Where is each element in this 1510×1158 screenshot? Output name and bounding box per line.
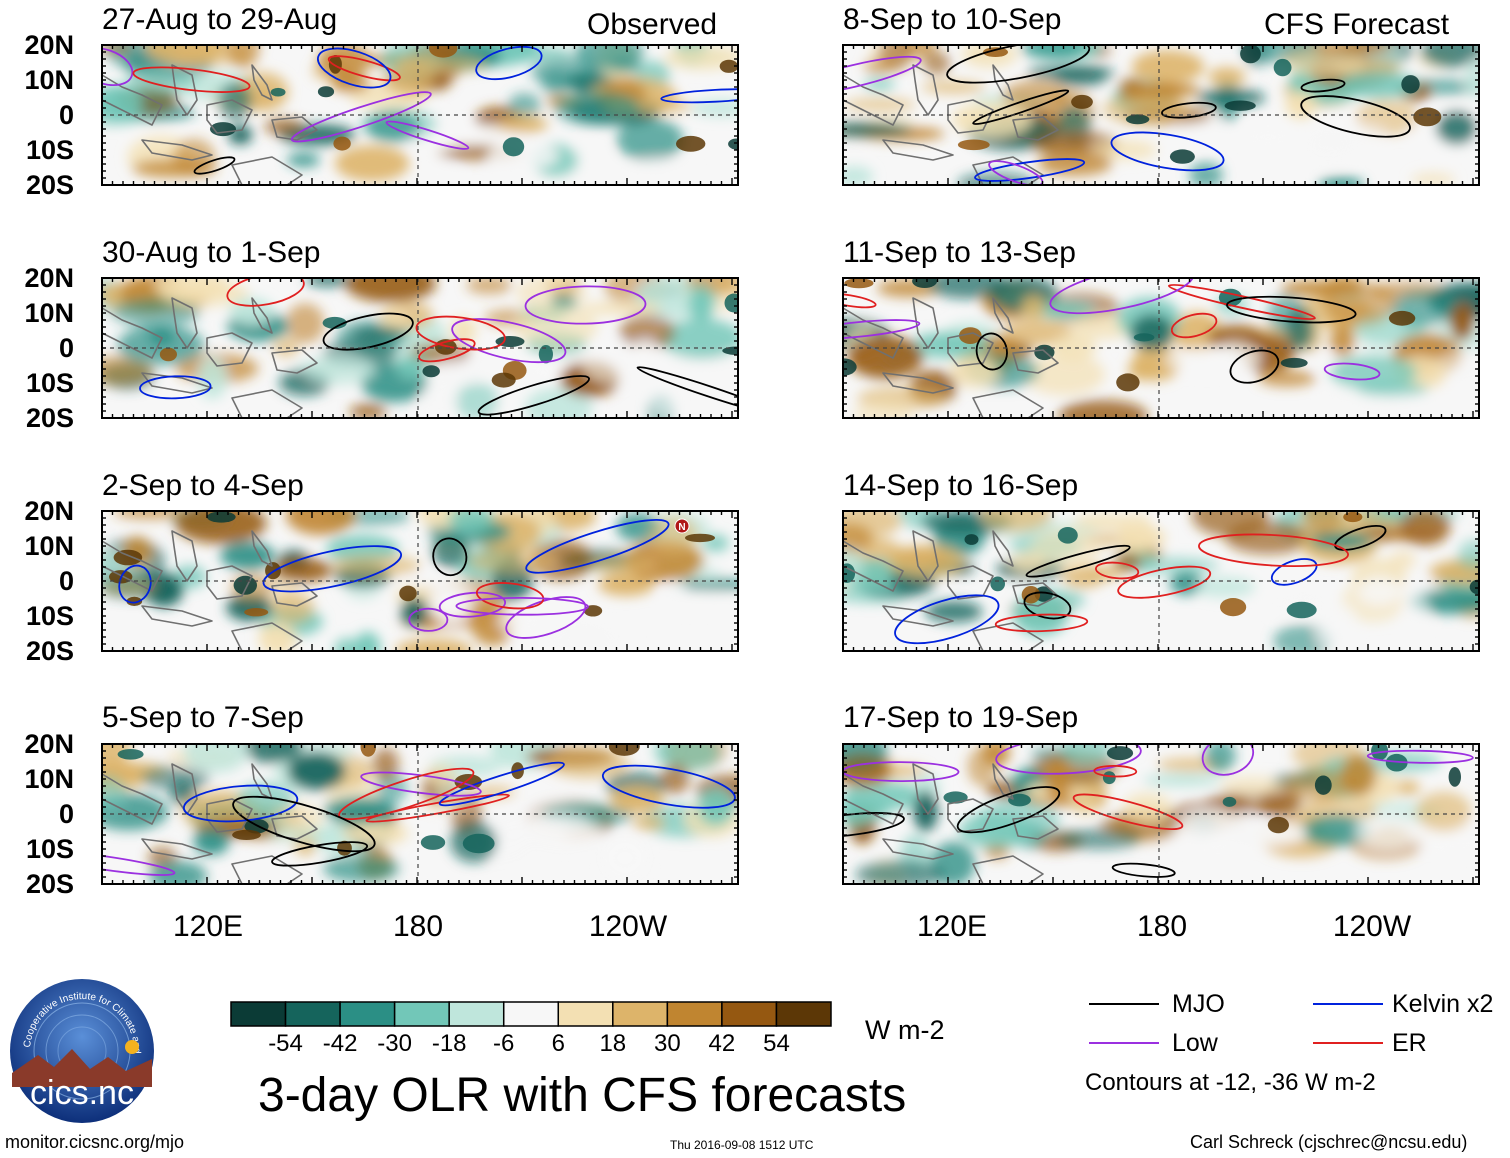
svg-text:N: N (678, 522, 685, 533)
lat-label: 0 (58, 799, 74, 829)
panel-title-p5: 8-Sep to 10-Sep (843, 3, 1062, 36)
panel-title-p8: 17-Sep to 19-Sep (843, 701, 1079, 734)
colorbar-segment (230, 1001, 287, 1027)
colorbar-tick-label: 30 (654, 1030, 681, 1057)
colorbar-tick-label: 18 (599, 1030, 627, 1057)
colorbar-segment (393, 1001, 450, 1027)
olr-map-p3: N (101, 510, 739, 652)
lat-label: 10N (24, 65, 74, 95)
cics-logo: Cooperative Institute for Climate and Sa… (8, 977, 154, 1123)
footer-timestamp: Thu 2016-09-08 1512 UTC (670, 1138, 814, 1152)
colorbar-tick-label: -18 (431, 1030, 467, 1057)
olr-map-p4 (101, 743, 739, 885)
lat-label: 10S (25, 834, 74, 864)
colorbar-segment (775, 1001, 832, 1027)
lon-label-120e-right: 120E (916, 910, 988, 943)
forecast-label: CFS Forecast (1264, 8, 1450, 41)
lon-label-120w-left: 120W (588, 910, 668, 943)
lat-label: 20N (24, 30, 74, 60)
lat-label: 20N (24, 496, 74, 526)
colorbar-segment (721, 1001, 778, 1027)
olr-map-p7 (842, 510, 1480, 652)
lat-label: 10S (25, 368, 74, 398)
colorbar-tick-label: 54 (763, 1030, 790, 1057)
olr-map-p1 (101, 44, 739, 186)
legend-label-kelvin: Kelvin x2 (1392, 990, 1494, 1018)
logo-text: cics.nc (30, 1074, 134, 1112)
storm-marker-icon: N (674, 518, 690, 534)
colorbar-tick-label: -30 (377, 1030, 412, 1057)
panel-title-p7: 14-Sep to 16-Sep (843, 469, 1079, 502)
lat-label: 0 (58, 333, 74, 363)
lat-label: 20S (25, 403, 74, 433)
observed-label: Observed (587, 8, 718, 41)
panel-title-p4: 5-Sep to 7-Sep (102, 701, 304, 734)
lat-label: 20S (25, 170, 74, 200)
olr-map-p8 (842, 743, 1480, 885)
lat-label: 10S (25, 135, 74, 165)
footer-author: Carl Schreck (cjschrec@ncsu.edu) (1190, 1132, 1468, 1152)
colorbar-unit: W m-2 (865, 1015, 945, 1045)
lat-label: 10N (24, 531, 74, 561)
contour-note: Contours at -12, -36 W m-2 (1085, 1069, 1376, 1096)
contour-legend (1089, 1003, 1383, 1044)
colorbar-segment (339, 1001, 396, 1027)
colorbar (230, 1001, 832, 1027)
main-title: 3-day OLR with CFS forecasts (258, 1069, 907, 1122)
lat-label: 0 (58, 100, 74, 130)
lat-label: 0 (58, 566, 74, 596)
colorbar-segment (284, 1001, 341, 1027)
panel-title-p1: 27-Aug to 29-Aug (102, 3, 338, 36)
lat-label: 10N (24, 764, 74, 794)
lon-label-120w-right: 120W (1332, 910, 1412, 943)
lon-label-120e-left: 120E (172, 910, 244, 943)
olr-map-p6 (842, 277, 1480, 419)
olr-map-p5 (842, 44, 1480, 186)
lat-label: 10S (25, 601, 74, 631)
olr-map-p2 (101, 277, 739, 419)
footer-url: monitor.cicsnc.org/mjo (5, 1132, 185, 1152)
colorbar-segment (557, 1001, 614, 1027)
legend-label-er: ER (1392, 1029, 1427, 1057)
lat-label: 20N (24, 263, 74, 293)
lon-label-180-left: 180 (392, 910, 444, 943)
colorbar-tick-label: 6 (551, 1030, 565, 1057)
colorbar-segment (448, 1001, 505, 1027)
panel-title-p2: 30-Aug to 1-Sep (102, 236, 321, 269)
lon-label-180-right: 180 (1136, 910, 1188, 943)
panel-title-p6: 11-Sep to 13-Sep (843, 236, 1076, 269)
colorbar-tick-label: 42 (708, 1030, 736, 1057)
legend-label-mjo: MJO (1172, 990, 1225, 1018)
lat-label: 20S (25, 636, 74, 666)
colorbar-segment (612, 1001, 669, 1027)
lat-label: 10N (24, 298, 74, 328)
colorbar-segment (502, 1001, 560, 1027)
colorbar-segment (666, 1001, 723, 1027)
lat-label: 20S (25, 869, 74, 899)
panel-title-p3: 2-Sep to 4-Sep (102, 469, 304, 502)
legend-label-low: Low (1172, 1029, 1218, 1057)
lat-label: 20N (24, 729, 74, 759)
colorbar-tick-label: -42 (322, 1030, 358, 1057)
colorbar-tick-label: -6 (493, 1030, 515, 1057)
colorbar-tick-label: -54 (268, 1030, 303, 1057)
